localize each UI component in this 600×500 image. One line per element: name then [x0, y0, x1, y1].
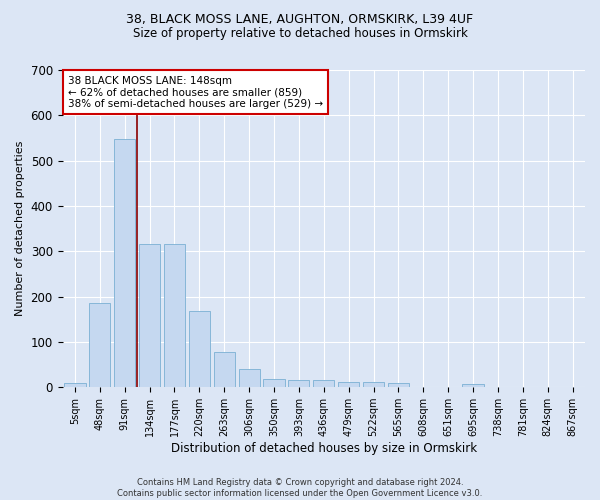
Bar: [463, 384, 484, 387]
Bar: [89, 304, 110, 387]
Bar: [289, 380, 310, 387]
Bar: [64, 382, 86, 387]
Bar: [263, 379, 284, 387]
Bar: [313, 380, 334, 387]
Text: Size of property relative to detached houses in Ormskirk: Size of property relative to detached ho…: [133, 28, 467, 40]
Y-axis label: Number of detached properties: Number of detached properties: [15, 141, 25, 316]
Text: 38, BLACK MOSS LANE, AUGHTON, ORMSKIRK, L39 4UF: 38, BLACK MOSS LANE, AUGHTON, ORMSKIRK, …: [127, 12, 473, 26]
Bar: [363, 382, 384, 387]
Bar: [189, 311, 210, 387]
Bar: [338, 382, 359, 387]
Bar: [214, 352, 235, 387]
X-axis label: Distribution of detached houses by size in Ormskirk: Distribution of detached houses by size …: [171, 442, 477, 455]
Bar: [114, 139, 136, 387]
Bar: [388, 382, 409, 387]
Text: Contains HM Land Registry data © Crown copyright and database right 2024.
Contai: Contains HM Land Registry data © Crown c…: [118, 478, 482, 498]
Bar: [239, 369, 260, 387]
Bar: [139, 244, 160, 387]
Text: 38 BLACK MOSS LANE: 148sqm
← 62% of detached houses are smaller (859)
38% of sem: 38 BLACK MOSS LANE: 148sqm ← 62% of deta…: [68, 76, 323, 109]
Bar: [164, 244, 185, 387]
